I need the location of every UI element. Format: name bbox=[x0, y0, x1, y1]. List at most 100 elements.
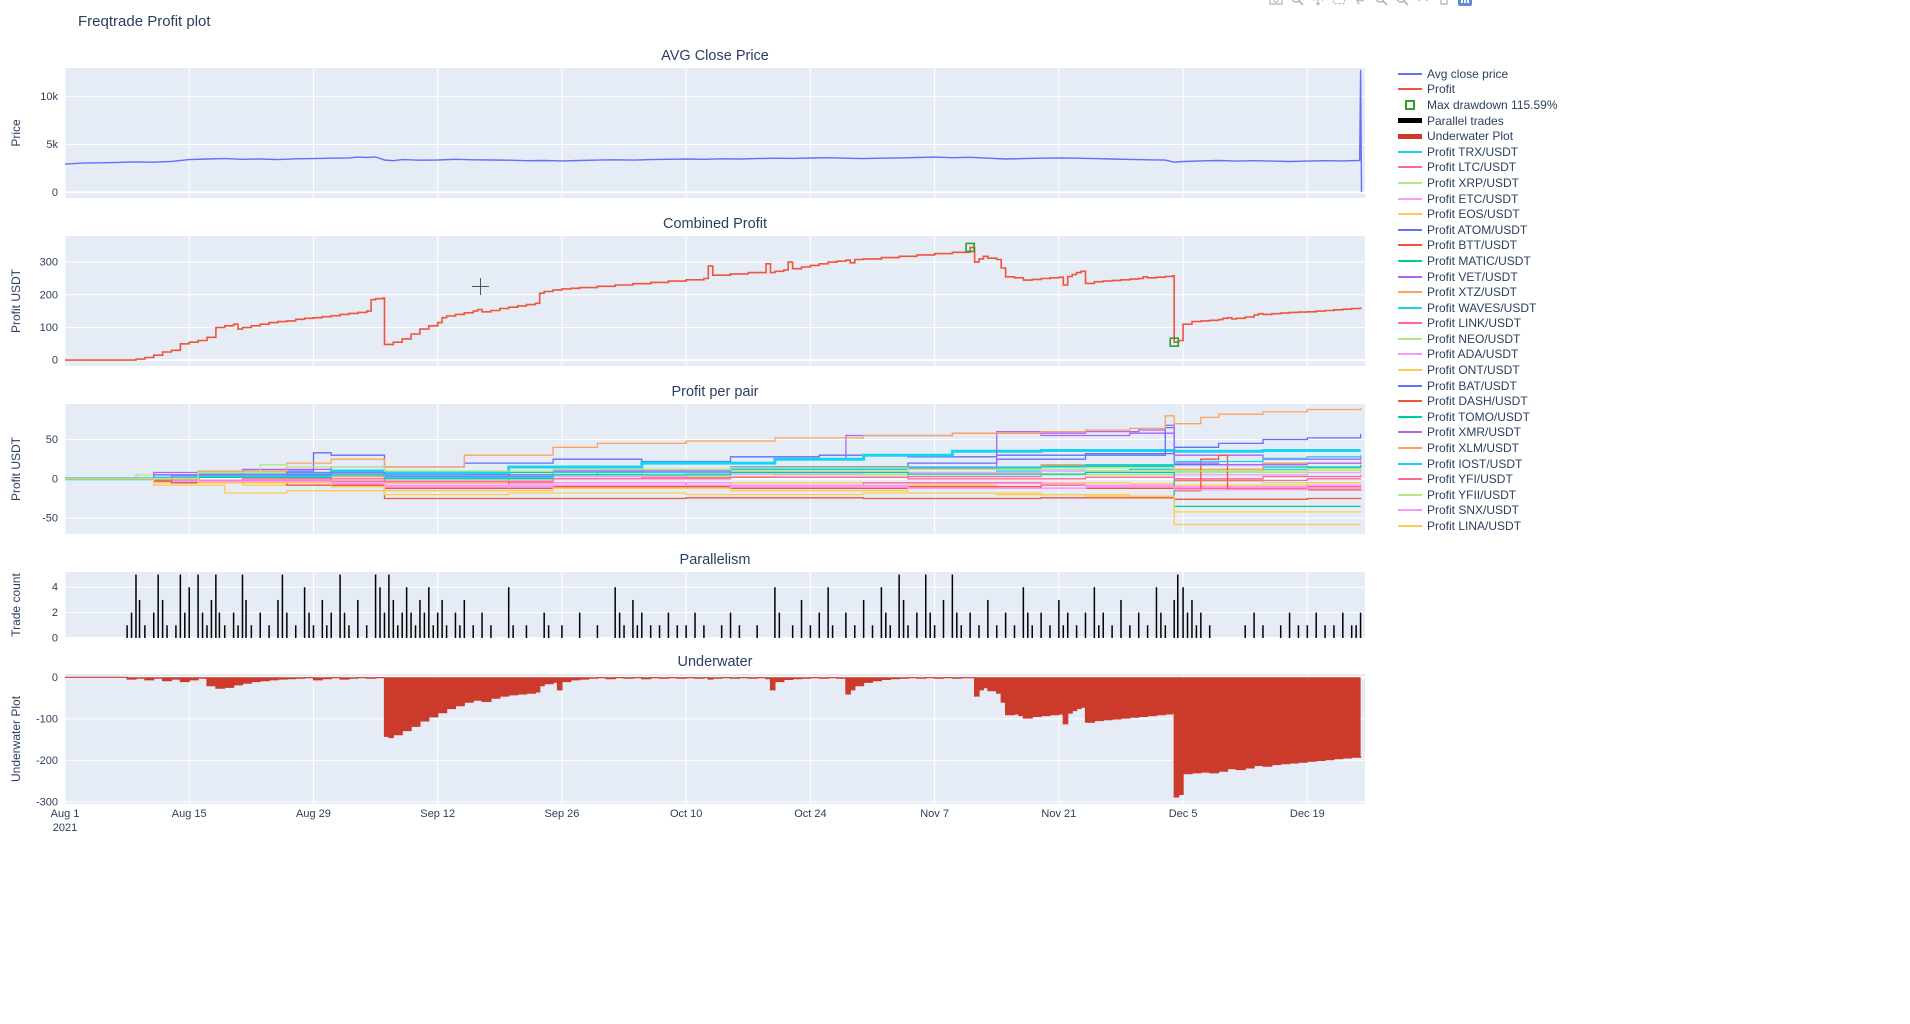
trade-count-bar bbox=[729, 612, 732, 638]
trade-count-bar bbox=[871, 625, 874, 638]
zoom-out-icon[interactable] bbox=[1394, 0, 1412, 7]
legend-item-profit-yfi-usdt[interactable]: Profit YFI/USDT bbox=[1398, 471, 1558, 487]
legend-item-profit-tomo-usdt[interactable]: Profit TOMO/USDT bbox=[1398, 409, 1558, 425]
legend-label: Profit XMR/USDT bbox=[1427, 425, 1522, 440]
subplot-title: AVG Close Price bbox=[661, 48, 769, 64]
y-tick-label: 200 bbox=[40, 289, 58, 301]
legend-label: Profit LINA/USDT bbox=[1427, 519, 1522, 534]
legend-item-underwater-plot[interactable]: Underwater Plot bbox=[1398, 128, 1558, 144]
legend-item-profit-neo-usdt[interactable]: Profit NEO/USDT bbox=[1398, 331, 1558, 347]
trade-count-bar bbox=[1342, 612, 1344, 638]
trade-count-bar bbox=[845, 612, 847, 638]
trade-count-bar bbox=[951, 574, 954, 638]
plotly-logo-icon[interactable] bbox=[1457, 0, 1475, 7]
trade-count-bar bbox=[1279, 625, 1282, 638]
legend-item-profit-atom-usdt[interactable]: Profit ATOM/USDT bbox=[1398, 222, 1558, 238]
legend-line-swatch bbox=[1398, 447, 1422, 450]
legend-item-profit-trx-usdt[interactable]: Profit TRX/USDT bbox=[1398, 144, 1558, 160]
trade-count-bar bbox=[414, 625, 417, 638]
legend-line-swatch bbox=[1398, 259, 1422, 262]
trade-count-bar bbox=[166, 625, 168, 638]
legend-label: Profit BTT/USDT bbox=[1427, 238, 1518, 253]
trade-count-bar bbox=[215, 574, 217, 638]
legend-line-swatch bbox=[1398, 150, 1422, 153]
legend-line-swatch bbox=[1398, 415, 1422, 418]
trade-count-bar bbox=[925, 574, 927, 638]
trade-count-bar bbox=[348, 625, 350, 638]
legend-item-profit-vet-usdt[interactable]: Profit VET/USDT bbox=[1398, 269, 1558, 285]
legend-item-profit-ada-usdt[interactable]: Profit ADA/USDT bbox=[1398, 347, 1558, 363]
trade-count-bar bbox=[916, 612, 918, 638]
legend-item-profit-dash-usdt[interactable]: Profit DASH/USDT bbox=[1398, 393, 1558, 409]
legend-item-profit-ont-usdt[interactable]: Profit ONT/USDT bbox=[1398, 362, 1558, 378]
legend-item-profit-matic-usdt[interactable]: Profit MATIC/USDT bbox=[1398, 253, 1558, 269]
trade-count-bar bbox=[326, 625, 328, 638]
legend-item-profit-eos-usdt[interactable]: Profit EOS/USDT bbox=[1398, 206, 1558, 222]
legend-item-profit-etc-usdt[interactable]: Profit ETC/USDT bbox=[1398, 191, 1558, 207]
trade-count-bar bbox=[778, 612, 781, 638]
trade-count-bar bbox=[1333, 625, 1335, 638]
series-profit-ont-usdt bbox=[65, 478, 1361, 513]
trade-count-bar bbox=[703, 625, 705, 638]
legend-item-profit-snx-usdt[interactable]: Profit SNX/USDT bbox=[1398, 503, 1558, 519]
legend-item-avg-close-price[interactable]: Avg close price bbox=[1398, 66, 1558, 82]
legend-item-profit-btt-usdt[interactable]: Profit BTT/USDT bbox=[1398, 238, 1558, 254]
camera-icon[interactable] bbox=[1268, 0, 1286, 7]
x-tick-label: Oct 10 bbox=[670, 808, 702, 820]
plot-area bbox=[65, 236, 1365, 366]
legend-line-swatch bbox=[1398, 493, 1422, 496]
legend-item-parallel-trades[interactable]: Parallel trades bbox=[1398, 113, 1558, 129]
trade-count-bar bbox=[126, 625, 128, 638]
zoom-in-icon[interactable] bbox=[1373, 0, 1391, 7]
box-select-icon[interactable] bbox=[1331, 0, 1349, 7]
subplot-underwater[interactable]: 0 -100 -200 -300 Underwater Underwater Plot bbox=[9, 654, 1365, 808]
trade-count-bar bbox=[397, 625, 399, 638]
trade-count-bar bbox=[259, 612, 261, 638]
trade-count-bar bbox=[1173, 599, 1175, 638]
legend-item-profit-waves-usdt[interactable]: Profit WAVES/USDT bbox=[1398, 300, 1558, 316]
legend-marker-swatch bbox=[1398, 99, 1422, 110]
legend-item-profit-xrp-usdt[interactable]: Profit XRP/USDT bbox=[1398, 175, 1558, 191]
trade-count-bar bbox=[1049, 625, 1051, 638]
legend-item-profit-iost-usdt[interactable]: Profit IOST/USDT bbox=[1398, 456, 1558, 472]
y-tick-label: 100 bbox=[40, 322, 58, 334]
series-profit-snx-usdt bbox=[65, 478, 1362, 491]
legend-item-profit-yfii-usdt[interactable]: Profit YFII/USDT bbox=[1398, 487, 1558, 503]
subplot-parallelism[interactable]: 0 2 4 Parallelism Trade count bbox=[9, 552, 1365, 645]
trade-count-bar bbox=[969, 612, 971, 638]
lasso-icon[interactable] bbox=[1352, 0, 1370, 7]
zoom-icon[interactable] bbox=[1289, 0, 1307, 7]
legend-item-max-drawdown-115-59-[interactable]: Max drawdown 115.59% bbox=[1398, 97, 1558, 113]
legend-item-profit-xtz-usdt[interactable]: Profit XTZ/USDT bbox=[1398, 284, 1558, 300]
trade-count-bar bbox=[902, 599, 905, 638]
legend-item-profit-lina-usdt[interactable]: Profit LINA/USDT bbox=[1398, 518, 1558, 534]
legend-label: Profit WAVES/USDT bbox=[1427, 300, 1537, 315]
subplot-avg-close-price[interactable]: 0 5k 10k AVG Close Price Price bbox=[9, 48, 1365, 199]
trade-count-bar bbox=[1262, 625, 1264, 638]
subplot-combined-profit[interactable]: 0 100 200 300 Combined Profit Profit USDT bbox=[9, 216, 1365, 367]
legend-item-profit-bat-usdt[interactable]: Profit BAT/USDT bbox=[1398, 378, 1558, 394]
trade-count-bar bbox=[321, 599, 324, 638]
trade-count-bar bbox=[862, 599, 865, 638]
y-tick-label: 0 bbox=[52, 633, 58, 645]
reset-axes-icon[interactable] bbox=[1436, 0, 1454, 7]
trade-count-bar bbox=[454, 612, 457, 638]
legend-item-profit-link-usdt[interactable]: Profit LINK/USDT bbox=[1398, 316, 1558, 332]
trade-count-bar bbox=[809, 625, 812, 638]
legend-item-profit-xlm-usdt[interactable]: Profit XLM/USDT bbox=[1398, 440, 1558, 456]
pan-icon[interactable] bbox=[1310, 0, 1328, 7]
trade-count-bar bbox=[1013, 625, 1016, 638]
subplot-profit-per-pair[interactable]: -50 0 50 Profit per pair Profit USDT bbox=[9, 384, 1365, 534]
subplot-title: Profit per pair bbox=[671, 384, 758, 400]
legend-item-profit-xmr-usdt[interactable]: Profit XMR/USDT bbox=[1398, 425, 1558, 441]
trade-count-bar bbox=[512, 625, 514, 638]
trade-count-bar bbox=[1058, 599, 1060, 638]
trade-count-bar bbox=[277, 599, 279, 638]
legend-item-profit-ltc-usdt[interactable]: Profit LTC/USDT bbox=[1398, 160, 1558, 176]
trade-count-bar bbox=[885, 612, 887, 638]
trade-count-bar bbox=[175, 625, 177, 638]
legend-label: Profit BAT/USDT bbox=[1427, 378, 1517, 393]
legend-item-profit[interactable]: Profit bbox=[1398, 82, 1558, 98]
trade-count-bar bbox=[1084, 612, 1087, 638]
